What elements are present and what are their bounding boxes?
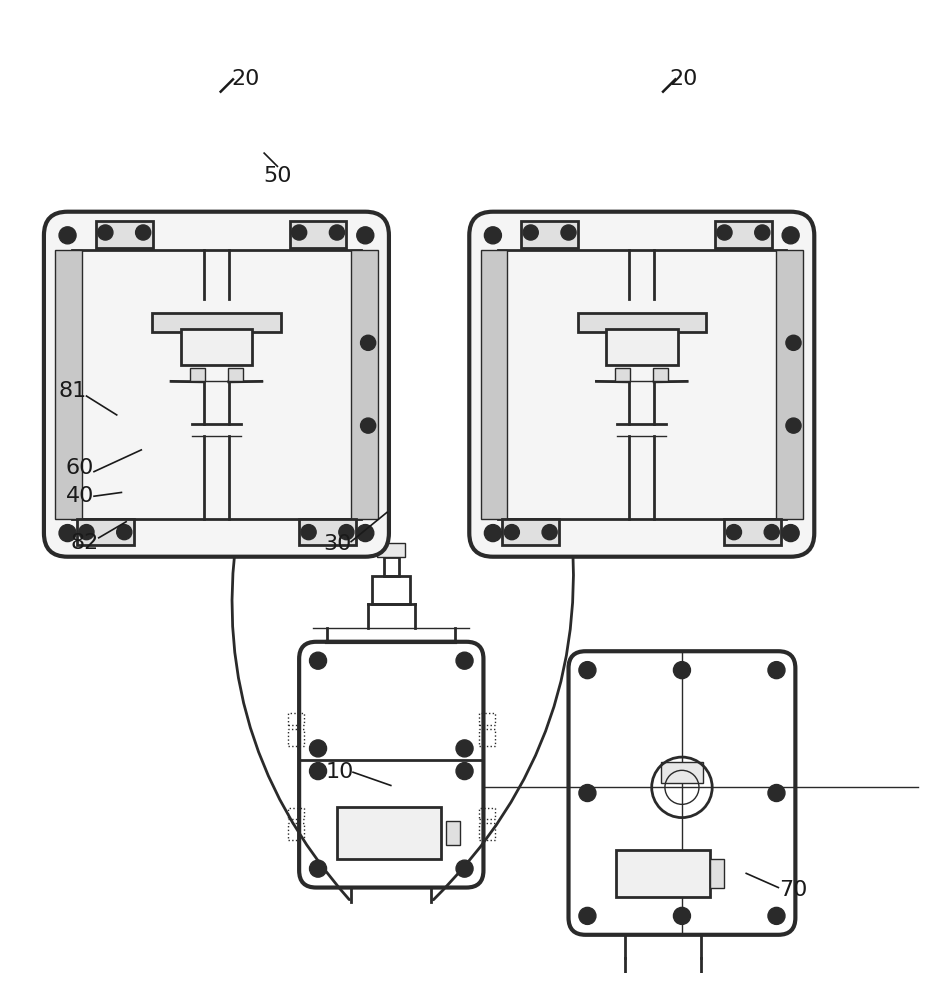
Bar	[300, 519, 356, 545]
Bar	[661, 762, 702, 783]
Circle shape	[726, 525, 741, 540]
Bar	[710, 859, 724, 888]
Bar	[479, 729, 495, 746]
Bar	[715, 221, 772, 248]
Text: 70: 70	[779, 880, 808, 900]
Text: 20: 20	[669, 69, 698, 89]
Circle shape	[755, 225, 770, 240]
Circle shape	[456, 652, 473, 669]
Bar	[55, 250, 82, 519]
Bar	[377, 543, 406, 557]
Circle shape	[484, 227, 501, 244]
Circle shape	[292, 225, 307, 240]
Bar	[616, 850, 710, 897]
Circle shape	[356, 525, 374, 542]
Bar	[502, 519, 559, 545]
Bar	[290, 221, 346, 248]
Circle shape	[636, 341, 647, 352]
FancyBboxPatch shape	[469, 212, 814, 557]
Circle shape	[117, 525, 132, 540]
Bar	[384, 557, 399, 576]
Circle shape	[782, 227, 799, 244]
Bar	[180, 329, 252, 365]
Circle shape	[717, 225, 732, 240]
Bar	[288, 823, 304, 840]
Circle shape	[190, 341, 201, 352]
Circle shape	[360, 418, 375, 433]
Circle shape	[231, 341, 243, 352]
Text: 60: 60	[65, 458, 94, 478]
Circle shape	[59, 227, 76, 244]
Circle shape	[561, 225, 576, 240]
Bar	[481, 250, 507, 519]
Circle shape	[523, 225, 538, 240]
Circle shape	[673, 662, 690, 679]
Circle shape	[764, 525, 779, 540]
Circle shape	[657, 341, 668, 352]
Text: 81: 81	[58, 381, 86, 401]
Bar	[606, 329, 678, 365]
Bar	[373, 576, 410, 604]
Text: 82: 82	[70, 533, 99, 553]
Bar	[653, 368, 668, 381]
Circle shape	[456, 860, 473, 877]
Bar	[479, 713, 495, 725]
Bar	[96, 221, 153, 248]
Bar	[152, 313, 281, 332]
Bar	[337, 807, 441, 859]
Circle shape	[615, 341, 627, 352]
Circle shape	[210, 341, 222, 352]
Bar	[288, 808, 304, 819]
Circle shape	[456, 740, 473, 757]
Circle shape	[310, 740, 326, 757]
Circle shape	[310, 763, 326, 780]
Bar	[776, 250, 803, 519]
Circle shape	[456, 763, 473, 780]
Circle shape	[136, 225, 151, 240]
Bar	[615, 368, 630, 381]
Bar	[228, 368, 243, 381]
Text: 10: 10	[325, 762, 354, 782]
Bar	[288, 713, 304, 725]
Bar	[577, 313, 706, 332]
FancyBboxPatch shape	[44, 212, 389, 557]
Circle shape	[329, 225, 344, 240]
Bar	[521, 221, 578, 248]
Circle shape	[782, 525, 799, 542]
Circle shape	[484, 525, 501, 542]
Circle shape	[356, 227, 374, 244]
Text: 30: 30	[322, 534, 351, 554]
Circle shape	[59, 525, 76, 542]
Bar	[288, 729, 304, 746]
Circle shape	[579, 662, 596, 679]
Circle shape	[786, 418, 801, 433]
Bar	[446, 821, 460, 845]
Circle shape	[579, 785, 596, 802]
Circle shape	[360, 335, 375, 350]
Circle shape	[542, 525, 557, 540]
Text: 20: 20	[231, 69, 260, 89]
Circle shape	[768, 785, 785, 802]
Text: 40: 40	[65, 486, 94, 506]
Circle shape	[301, 525, 316, 540]
Circle shape	[504, 525, 520, 540]
Circle shape	[79, 525, 94, 540]
Circle shape	[786, 335, 801, 350]
Bar	[479, 808, 495, 819]
Bar	[351, 250, 377, 519]
Circle shape	[768, 662, 785, 679]
Circle shape	[98, 225, 113, 240]
Circle shape	[579, 907, 596, 924]
Circle shape	[310, 652, 326, 669]
Circle shape	[768, 907, 785, 924]
Bar	[724, 519, 781, 545]
Circle shape	[673, 907, 690, 924]
Circle shape	[310, 860, 326, 877]
Text: 50: 50	[264, 166, 292, 186]
Bar	[479, 823, 495, 840]
Bar	[77, 519, 134, 545]
Bar	[190, 368, 205, 381]
Circle shape	[338, 525, 354, 540]
